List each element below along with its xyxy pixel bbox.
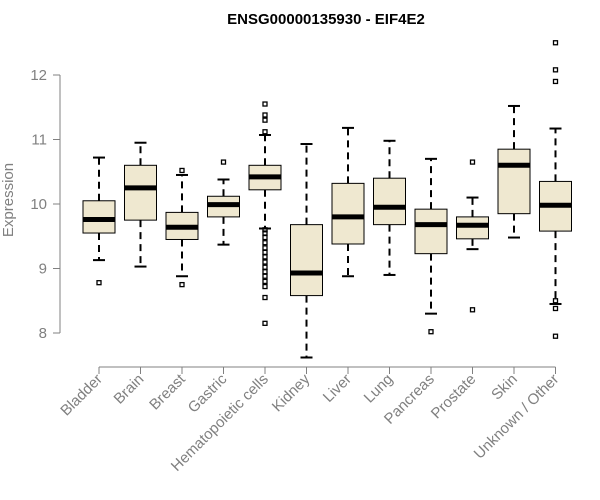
box-9 — [414, 157, 448, 335]
box-7 — [331, 126, 365, 278]
box-2 — [124, 141, 157, 268]
outlier-point — [262, 117, 268, 123]
iqr-box — [456, 216, 489, 240]
iqr-box — [290, 224, 323, 297]
iqr-box — [497, 148, 531, 215]
box-12 — [539, 40, 572, 339]
box-3 — [165, 167, 199, 288]
outlier-point — [262, 283, 268, 290]
outlier-point — [262, 230, 268, 236]
outlier-point — [262, 254, 268, 260]
x-tick-label: Kidney — [269, 370, 314, 415]
outlier-point — [552, 78, 559, 85]
y-tick-label: 12 — [30, 67, 47, 84]
iqr-box — [331, 182, 365, 245]
outlier-point — [262, 269, 268, 275]
iqr-box — [124, 164, 157, 221]
outlier-point — [262, 264, 268, 270]
outlier-point — [262, 240, 268, 246]
x-tick-label: Bladder — [57, 371, 106, 420]
outlier-point — [179, 281, 185, 288]
box-1 — [82, 156, 116, 286]
outlier-point — [262, 259, 268, 265]
iqr-box — [373, 177, 406, 226]
outlier-point — [262, 320, 268, 326]
outlier-point — [96, 280, 102, 286]
x-tick-label: Brain — [111, 371, 148, 408]
y-tick-label: 8 — [39, 325, 47, 342]
outlier-point — [428, 329, 434, 335]
outlier-point — [220, 159, 227, 165]
outlier-point — [552, 305, 559, 312]
outlier-point — [179, 167, 185, 174]
y-tick-label: 11 — [31, 132, 47, 149]
iqr-box — [414, 208, 448, 255]
box-group — [82, 40, 572, 359]
x-tick-label: Liver — [320, 371, 355, 406]
outlier-point — [262, 234, 268, 241]
chart-title: ENSG00000135930 - EIF4E2 — [227, 11, 425, 28]
outlier-point — [262, 294, 268, 301]
outlier-point — [262, 101, 268, 107]
y-axis-label: Expression — [0, 163, 17, 237]
y-tick-label: 10 — [30, 196, 47, 213]
outlier-point — [262, 227, 268, 233]
outlier-point — [262, 249, 268, 256]
outlier-point — [262, 273, 268, 279]
y-tick-label: 9 — [39, 261, 47, 278]
box-8 — [373, 139, 406, 276]
box-6 — [290, 143, 323, 359]
outlier-point — [262, 129, 268, 135]
iqr-box — [82, 200, 116, 234]
y-axis: 8 9 10 11 12 — [30, 67, 61, 342]
outlier-point — [552, 40, 559, 46]
box-4 — [207, 159, 240, 246]
outlier-point — [469, 307, 476, 313]
box-5 — [248, 101, 282, 326]
x-tick-label: Skin — [488, 371, 521, 404]
outlier-point — [262, 112, 268, 118]
box-11 — [497, 104, 531, 239]
x-tick-label: Lung — [361, 371, 397, 407]
outlier-point — [262, 245, 268, 251]
x-tick-label: Prostate — [428, 371, 480, 423]
outlier-point — [552, 298, 559, 304]
outlier-point — [552, 67, 559, 73]
outlier-point — [262, 278, 268, 285]
box-10 — [456, 159, 489, 313]
outlier-point — [552, 333, 559, 339]
outlier-point — [469, 159, 476, 165]
x-tick-label: Breast — [146, 370, 189, 413]
